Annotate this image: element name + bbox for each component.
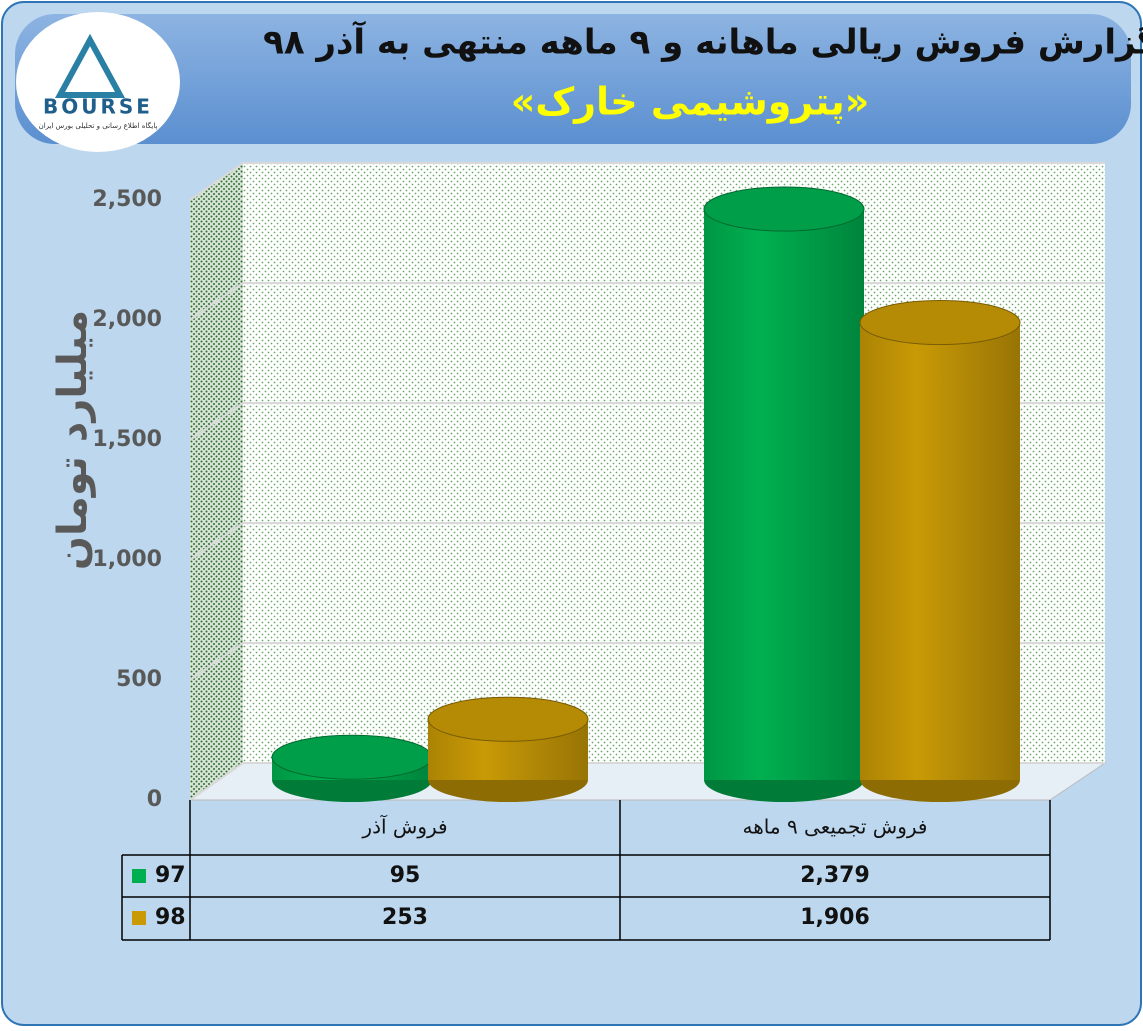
bar-top <box>427 696 589 742</box>
y-tick-label: 2,000 <box>92 307 162 332</box>
side-grid-line <box>189 162 244 201</box>
bar <box>704 209 864 781</box>
x-tick-label: فروش تجمیعی ۹ ماهه <box>743 815 928 839</box>
bar-top <box>859 300 1021 346</box>
y-tick-label: 1,500 <box>92 427 162 452</box>
side-wall <box>190 163 243 800</box>
chart-subtitle: «پتروشیمی خارک» <box>511 80 870 125</box>
legend-swatch <box>132 869 146 883</box>
table-value: 95 <box>390 863 421 888</box>
side-grid-line <box>189 402 244 441</box>
table-value: 1,906 <box>800 905 870 930</box>
side-grid-line <box>189 762 244 801</box>
table-value: 253 <box>382 905 428 930</box>
data-table <box>121 800 1051 941</box>
side-grid-line <box>189 642 244 681</box>
legend-label: 98 <box>155 905 186 930</box>
bar <box>860 322 1020 780</box>
side-grid-line <box>189 282 244 321</box>
y-tick-label: 0 <box>147 787 162 812</box>
logo-bg <box>16 12 180 152</box>
y-tick-label: 500 <box>116 667 162 692</box>
chart-title: گزارش فروش ریالی ماهانه و ۹ ماهه منتهی ب… <box>263 21 1143 63</box>
side-grid-line <box>189 522 244 561</box>
x-tick-label: فروش آذر <box>361 814 447 839</box>
y-tick-label: 2,500 <box>92 187 162 212</box>
logo-icon <box>54 33 126 98</box>
y-axis-title: میلیارد تومان <box>50 310 96 570</box>
bar-top <box>271 734 433 780</box>
bar-top <box>703 186 865 232</box>
legend-label: 97 <box>155 863 186 888</box>
header-banner <box>15 14 1131 144</box>
logo-text: BOURSE <box>43 95 153 119</box>
logo-subtext: پایگاه اطلاع رسانی و تحلیلی بورس ایران <box>39 121 158 130</box>
table-value: 2,379 <box>800 863 870 888</box>
logo: BOURSE پایگاه اطلاع رسانی و تحلیلی بورس … <box>16 12 180 152</box>
y-tick-label: 1,000 <box>92 547 162 572</box>
legend-swatch <box>132 911 146 925</box>
